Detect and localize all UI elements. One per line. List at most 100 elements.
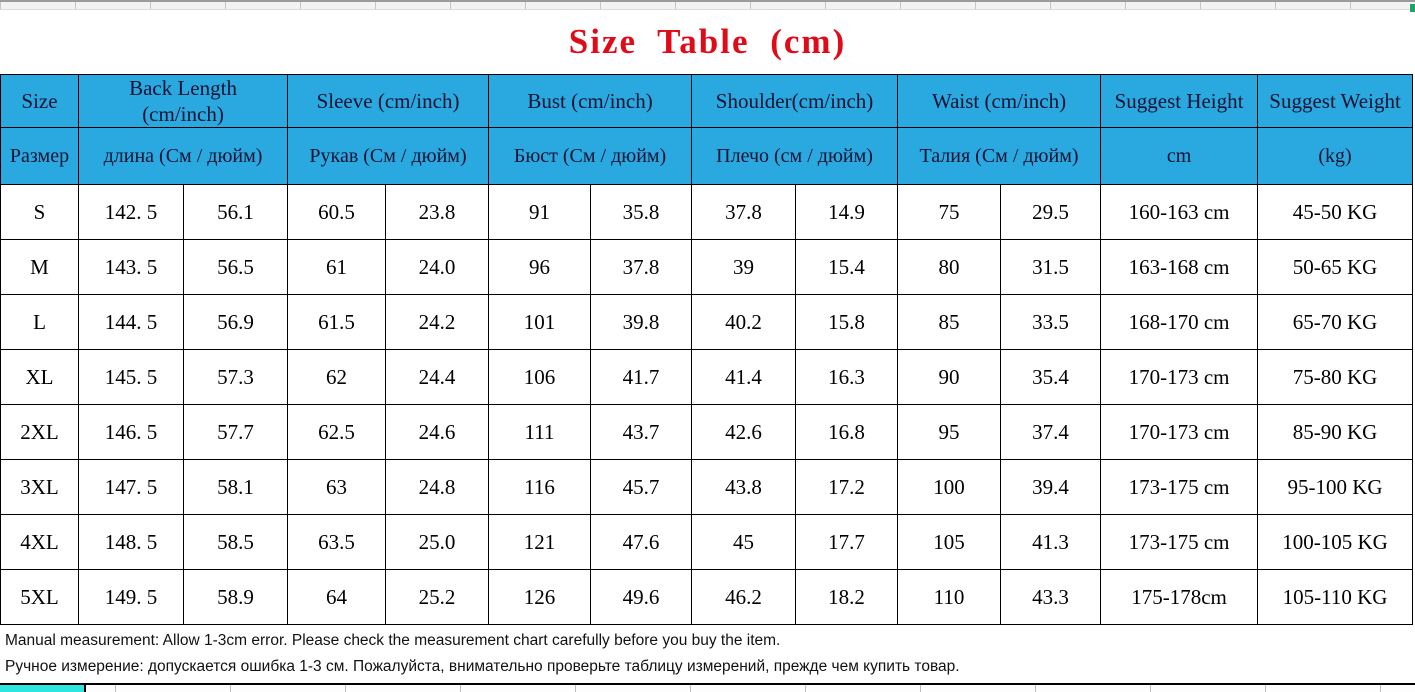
cell-size: 2XL — [0, 404, 79, 460]
cell-value: 58.1 — [182, 459, 289, 515]
cell-value: 46.2 — [691, 569, 797, 625]
col-header-sleeve-ru: Рукав (См / дюйм) — [287, 127, 490, 185]
cell-value: 58.9 — [182, 569, 289, 625]
cell-value: 80 — [897, 239, 1002, 295]
cell-value: 45.7 — [590, 459, 693, 515]
cell-value: 39.8 — [590, 294, 693, 350]
cell-value: 145. 5 — [78, 349, 184, 405]
cell-value: 50-65 KG — [1257, 239, 1414, 295]
cell-value: 65-70 KG — [1257, 294, 1414, 350]
col-header-suggest-weight-ru: (kg) — [1257, 127, 1414, 185]
table-row: M 143. 5 56.5 61 24.0 96 37.8 39 15.4 80 31.5 163-1… — [0, 239, 1414, 295]
cell-value: 144. 5 — [78, 294, 184, 350]
cell-value: 15.4 — [795, 239, 899, 295]
table-row: XL 145. 5 57.3 62 24.4 106 41.7 41.4 16.3 90 35.4 1… — [0, 349, 1414, 405]
table-row: 5XL 149. 5 58.9 64 25.2 126 49.6 46.2 18.2 110 43.… — [0, 569, 1414, 625]
cell-size: XL — [0, 349, 79, 405]
cell-value: 90 — [897, 349, 1002, 405]
cell-size: S — [0, 184, 79, 240]
table-row: L 144. 5 56.9 61.5 24.2 101 39.8 40.2 15.8 85 33.5… — [0, 294, 1414, 350]
cell-value: 105-110 KG — [1257, 569, 1414, 625]
cell-value: 56.1 — [182, 184, 289, 240]
cell-value: 85 — [897, 294, 1002, 350]
cell-value: 100-105 KG — [1257, 514, 1414, 570]
cell-value: 29.5 — [1000, 184, 1102, 240]
cell-value: 33.5 — [1000, 294, 1102, 350]
size-table: Size Back Length (cm/inch) Sleeve (cm/in… — [0, 74, 1414, 625]
cell-value: 142. 5 — [78, 184, 184, 240]
cell-value: 24.6 — [385, 404, 490, 460]
header-row-english: Size Back Length (cm/inch) Sleeve (cm/in… — [0, 74, 1414, 128]
cell-value: 91 — [488, 184, 592, 240]
cell-value: 85-90 KG — [1257, 404, 1414, 460]
col-header-sleeve-en: Sleeve (cm/inch) — [287, 74, 490, 128]
cell-value: 43.3 — [1000, 569, 1102, 625]
selection-handle — [1410, 4, 1415, 12]
cell-value: 41.4 — [691, 349, 797, 405]
note-english: Manual measurement: Allow 1-3cm error. P… — [5, 632, 781, 649]
cell-value: 170-173 cm — [1100, 404, 1259, 460]
page-title: Size Table (cm) — [568, 22, 847, 61]
cell-value: 35.4 — [1000, 349, 1102, 405]
cell-value: 37.8 — [691, 184, 797, 240]
cell-value: 61 — [287, 239, 387, 295]
col-header-waist-ru: Талия (См / дюйм) — [897, 127, 1102, 185]
cell-value: 37.4 — [1000, 404, 1102, 460]
cell-value: 14.9 — [795, 184, 899, 240]
cell-size: 3XL — [0, 459, 79, 515]
cell-value: 56.5 — [182, 239, 289, 295]
col-header-suggest-weight-en: Suggest Weight — [1257, 74, 1414, 128]
cell-value: 17.7 — [795, 514, 899, 570]
cell-value: 24.4 — [385, 349, 490, 405]
table-row: 2XL 146. 5 57.7 62.5 24.6 111 43.7 42.6 16.8 95 37… — [0, 404, 1414, 460]
cell-value: 75-80 KG — [1257, 349, 1414, 405]
cell-size: 4XL — [0, 514, 79, 570]
cell-value: 110 — [897, 569, 1002, 625]
cell-value: 40.2 — [691, 294, 797, 350]
cell-value: 56.9 — [182, 294, 289, 350]
cyan-cell — [0, 685, 86, 692]
cell-value: 95 — [897, 404, 1002, 460]
cell-value: 116 — [488, 459, 592, 515]
col-header-size-en: Size — [0, 74, 79, 128]
cell-value: 147. 5 — [78, 459, 184, 515]
cell-value: 111 — [488, 404, 592, 460]
spreadsheet-bottom-row — [0, 683, 1415, 692]
cell-value: 173-175 cm — [1100, 459, 1259, 515]
cell-value: 143. 5 — [78, 239, 184, 295]
cell-value: 24.2 — [385, 294, 490, 350]
cell-value: 64 — [287, 569, 387, 625]
cell-value: 41.3 — [1000, 514, 1102, 570]
cell-value: 100 — [897, 459, 1002, 515]
cell-value: 175-178cm — [1100, 569, 1259, 625]
cell-value: 126 — [488, 569, 592, 625]
cell-value: 24.0 — [385, 239, 490, 295]
cell-value: 95-100 KG — [1257, 459, 1414, 515]
cell-value: 35.8 — [590, 184, 693, 240]
table-header: Size Back Length (cm/inch) Sleeve (cm/in… — [0, 74, 1414, 185]
col-header-shoulder-ru: Плечо (см / дюйм) — [691, 127, 899, 185]
cell-value: 60.5 — [287, 184, 387, 240]
cell-value: 16.8 — [795, 404, 899, 460]
cell-value: 96 — [488, 239, 592, 295]
cell-value: 105 — [897, 514, 1002, 570]
table-row: 3XL 147. 5 58.1 63 24.8 116 45.7 43.8 17.2 100 39.… — [0, 459, 1414, 515]
cell-value: 23.8 — [385, 184, 490, 240]
cell-value: 63.5 — [287, 514, 387, 570]
size-table-body: S 142. 5 56.1 60.5 23.8 91 35.8 37.8 14.9 75 29.5 1… — [0, 184, 1414, 625]
cell-value: 106 — [488, 349, 592, 405]
cell-value: 41.7 — [590, 349, 693, 405]
cell-value: 160-163 cm — [1100, 184, 1259, 240]
title-area: Size Table (cm) — [0, 10, 1415, 74]
cell-value: 49.6 — [590, 569, 693, 625]
cell-value: 173-175 cm — [1100, 514, 1259, 570]
cell-value: 58.5 — [182, 514, 289, 570]
col-header-waist-en: Waist (cm/inch) — [897, 74, 1102, 128]
cell-value: 57.3 — [182, 349, 289, 405]
cell-value: 62.5 — [287, 404, 387, 460]
col-header-bust-ru: Бюст (См / дюйм) — [488, 127, 693, 185]
cell-size: M — [0, 239, 79, 295]
cell-value: 15.8 — [795, 294, 899, 350]
cell-value: 39 — [691, 239, 797, 295]
cell-value: 39.4 — [1000, 459, 1102, 515]
